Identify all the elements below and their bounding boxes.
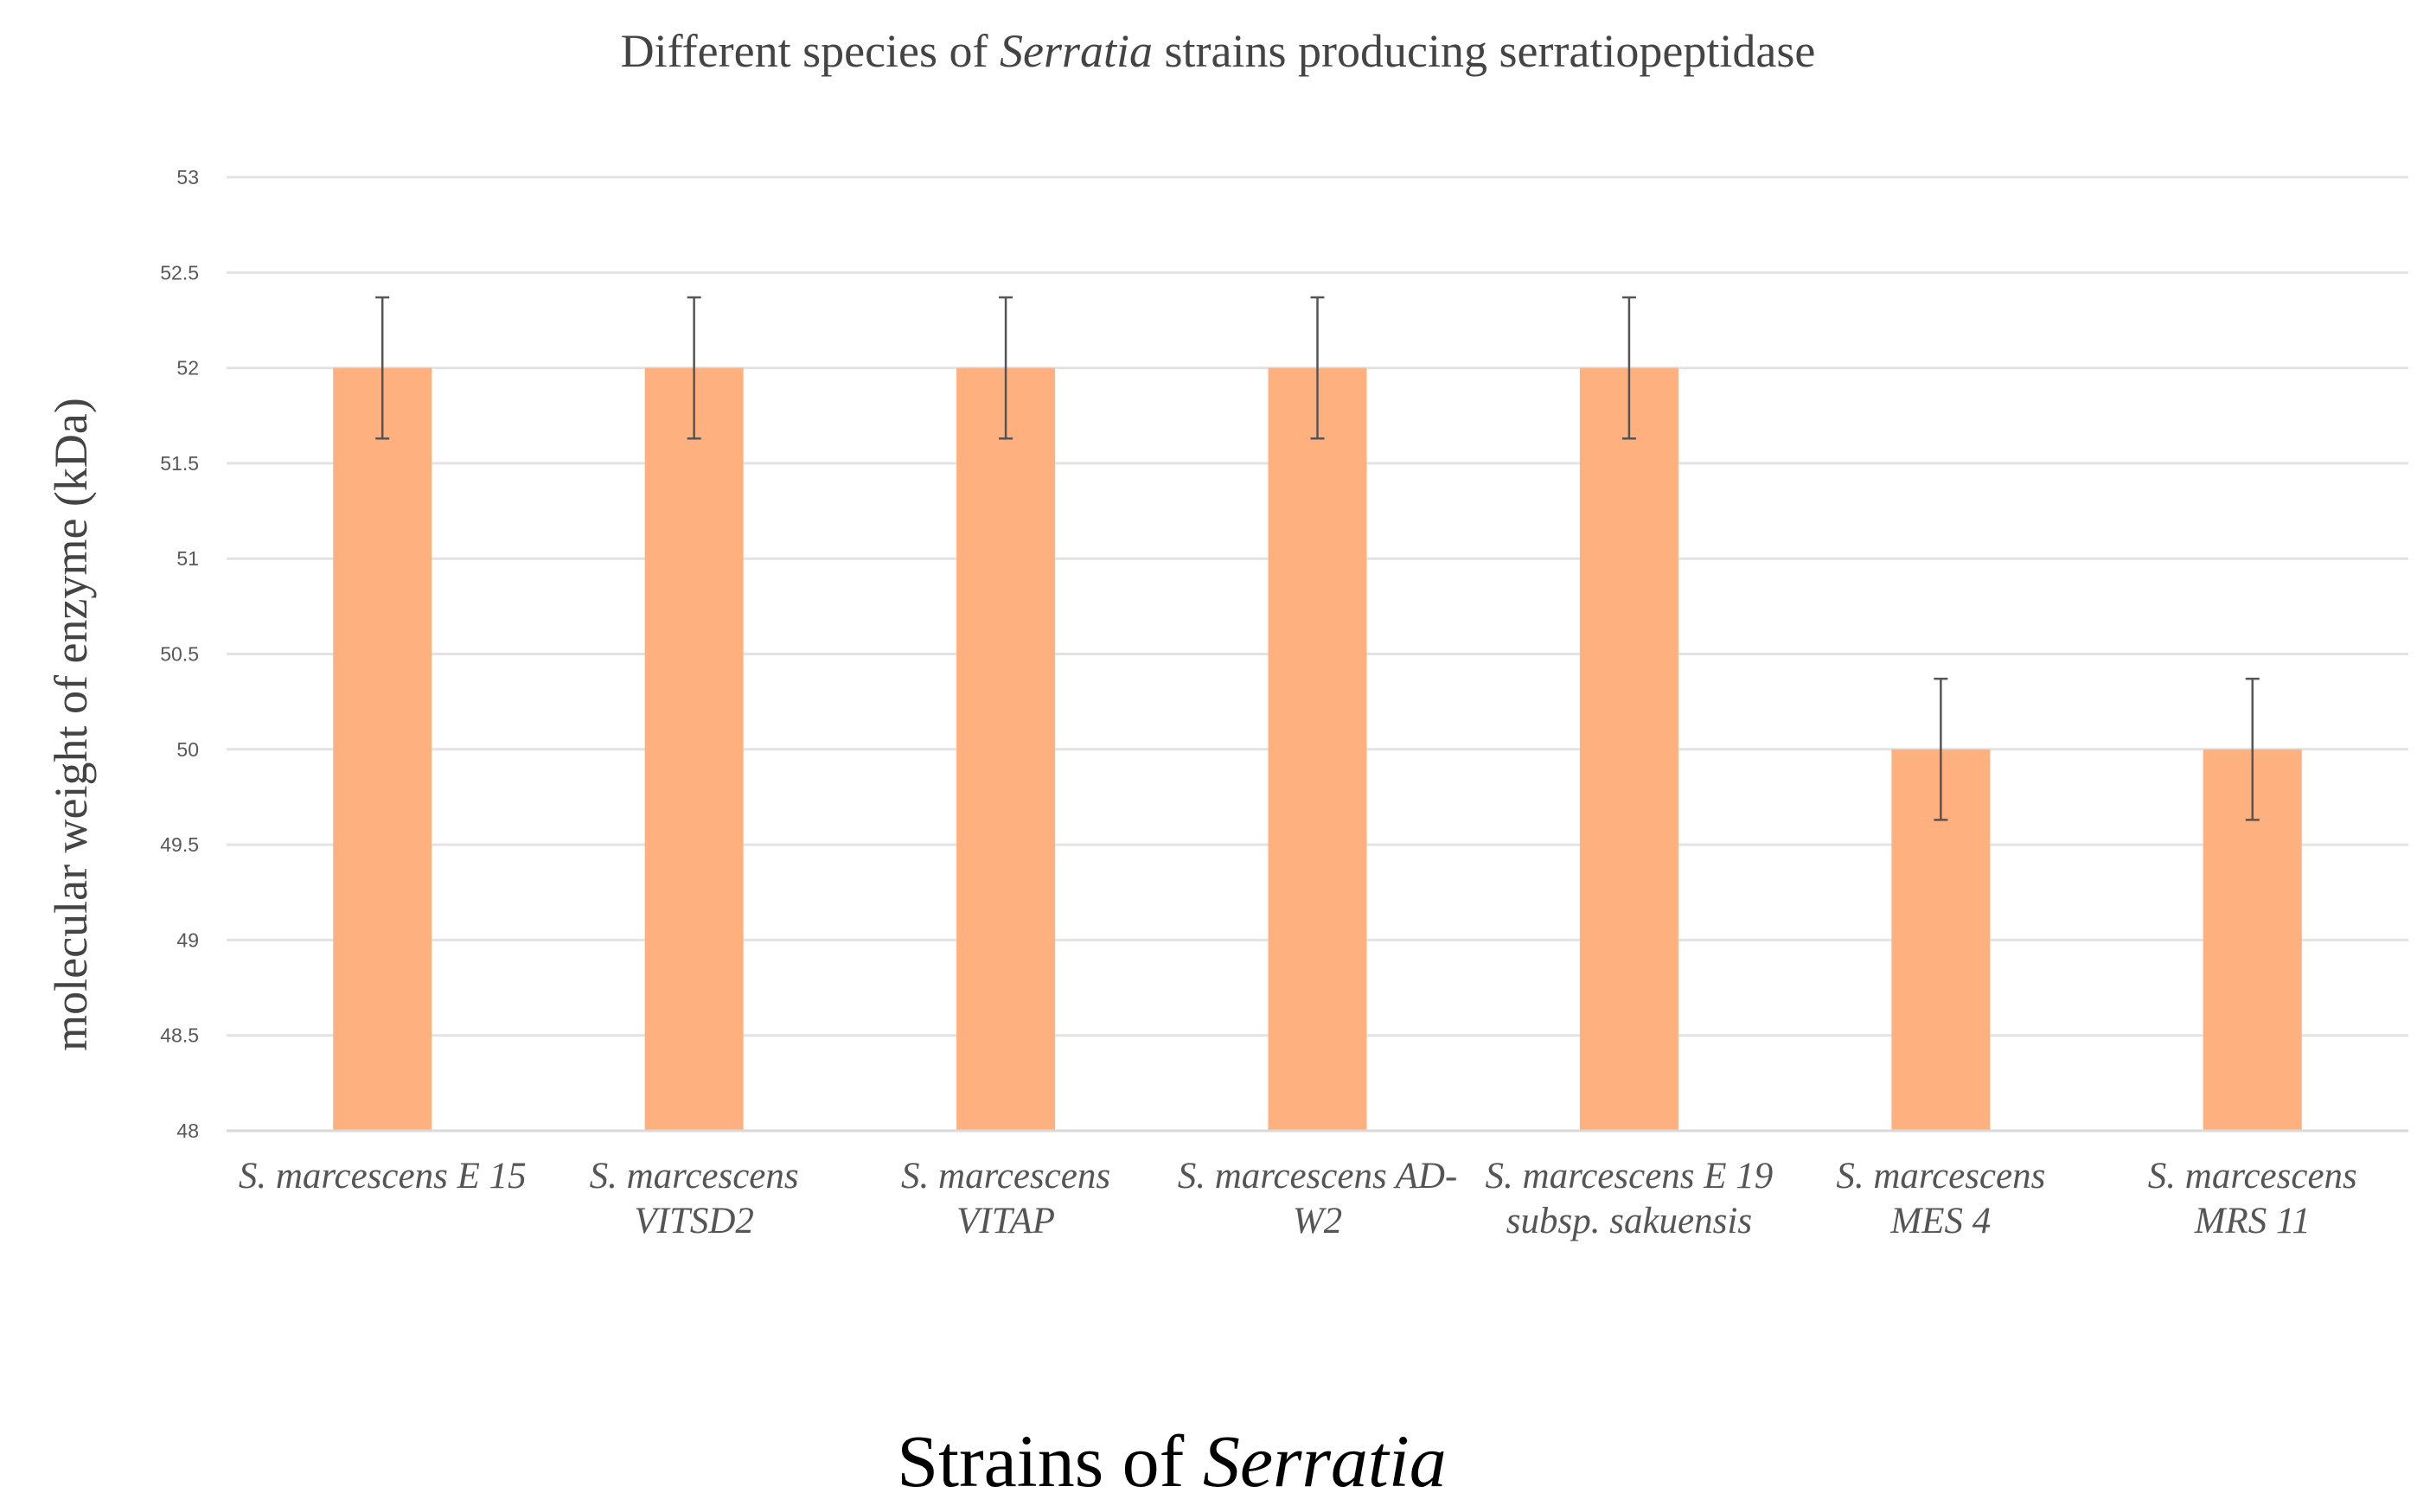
y-tick-label: 52 — [176, 357, 199, 380]
x-tick-label-line: S. marcescens — [1836, 1156, 2046, 1196]
y-tick-label: 50.5 — [160, 643, 199, 666]
bar — [1268, 367, 1367, 1132]
y-tick-label: 53 — [176, 166, 199, 188]
bar — [956, 367, 1056, 1132]
bar — [333, 367, 432, 1132]
x-tick-label-line: VITAP — [956, 1201, 1055, 1241]
x-tick-label-line: subsp. sakuensis — [1506, 1201, 1753, 1241]
x-tick-label-line: S. marcescens — [2147, 1156, 2357, 1196]
x-tick-label-line: S. marcescens E 19 — [1485, 1156, 1774, 1196]
y-tick-label: 51.5 — [160, 452, 199, 475]
x-tick-label: S. marcescens E 19 subsp. sakuensis — [1474, 1154, 1785, 1244]
chart-title: Different species of Serratia strains pr… — [0, 24, 2436, 78]
y-tick-label: 52.5 — [160, 261, 199, 284]
x-tick-label-line: MRS 11 — [2194, 1201, 2311, 1241]
y-tick-label: 50 — [176, 738, 199, 761]
x-tick-label-line: MES 4 — [1890, 1201, 1992, 1241]
bar — [1579, 367, 1678, 1132]
y-tick-label: 51 — [176, 547, 199, 570]
x-label-prefix: Strains of — [897, 1419, 1203, 1502]
y-tick-label: 49.5 — [160, 833, 199, 856]
x-tick-label-line: VITSD2 — [634, 1201, 754, 1241]
x-tick-label: S. marcescens MRS 11 — [2097, 1154, 2408, 1244]
x-tick-label: S. marcescens VITSD2 — [539, 1154, 850, 1244]
title-italic: Serratia — [1000, 25, 1154, 77]
x-axis-label: Strains of Serratia — [0, 1418, 2343, 1504]
x-tick-label-line: S. marcescens — [901, 1156, 1111, 1196]
y-axis-label: molecular weight of enzyme (kDa) — [45, 398, 97, 1051]
bar — [644, 367, 744, 1132]
y-tick-label: 49 — [176, 928, 199, 951]
x-tick-label-line: S. marcescens E 15 — [238, 1156, 527, 1196]
x-tick-label: S. marcescens E 15 — [227, 1154, 538, 1199]
x-tick-label-line: S. marcescens AD- — [1177, 1156, 1458, 1196]
x-tick-label-line: S. marcescens — [589, 1156, 799, 1196]
x-tick-label-line: W2 — [1292, 1201, 1343, 1241]
x-tick-label: S. marcescens MES 4 — [1785, 1154, 2096, 1244]
y-tick-label: 48 — [176, 1120, 199, 1142]
title-prefix: Different species of — [620, 25, 1000, 77]
x-label-italic: Serratia — [1202, 1419, 1447, 1502]
x-tick-label: S. marcescens AD- W2 — [1162, 1154, 1474, 1244]
title-suffix: strains producing serratiopeptidase — [1153, 25, 1816, 77]
y-tick-label: 48.5 — [160, 1024, 199, 1047]
x-tick-label: S. marcescens VITAP — [850, 1154, 1161, 1244]
